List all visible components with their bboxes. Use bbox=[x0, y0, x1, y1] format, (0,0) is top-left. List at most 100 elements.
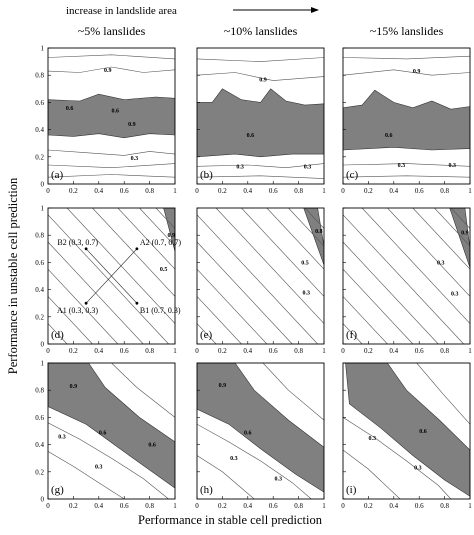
contour-label: 0.3 bbox=[451, 292, 459, 298]
trend-label: increase in landslide area bbox=[66, 5, 177, 17]
contour-line bbox=[343, 417, 452, 499]
data-point bbox=[84, 247, 88, 251]
y-tick-label: 0.6 bbox=[35, 259, 44, 267]
x-tick-label: 0.6 bbox=[415, 502, 424, 510]
contour-line bbox=[343, 69, 470, 76]
x-tick-label: 0 bbox=[195, 187, 199, 195]
contour-line bbox=[48, 163, 175, 169]
panel-letter: (d) bbox=[51, 329, 64, 341]
contour-line bbox=[197, 175, 324, 179]
x-tick-label: 0.8 bbox=[294, 502, 303, 510]
contour-label: 0.3 bbox=[448, 163, 456, 169]
plot-frame bbox=[47, 47, 176, 185]
contour-label: 0.6 bbox=[419, 429, 427, 435]
contour-line bbox=[48, 451, 125, 499]
y-tick-label: 0 bbox=[41, 496, 45, 504]
contour-line bbox=[343, 449, 401, 499]
x-tick-label: 0 bbox=[46, 502, 50, 510]
x-tick-label: 0 bbox=[341, 502, 345, 510]
shaded-contour-region bbox=[343, 89, 470, 151]
contour-line bbox=[197, 214, 318, 344]
plot-frame bbox=[47, 362, 176, 500]
contour-line bbox=[48, 174, 175, 178]
x-tick-label: 0.2 bbox=[364, 347, 373, 355]
contour-line bbox=[412, 208, 470, 270]
contour-label: 0.6 bbox=[244, 430, 252, 436]
x-tick-label: 0.4 bbox=[94, 347, 103, 355]
contour-label: 0.3 bbox=[95, 464, 103, 470]
contour-line bbox=[343, 268, 414, 344]
contour-field: 0.9 0.6 0.6 0.9 0.3 bbox=[48, 54, 175, 178]
x-tick-label: 0.2 bbox=[364, 502, 373, 510]
contour-line bbox=[197, 163, 324, 169]
data-point bbox=[84, 301, 88, 305]
contour-label: 0.3 bbox=[414, 466, 422, 472]
panel-letter: (h) bbox=[200, 484, 213, 496]
contour-label: 0.3 bbox=[236, 164, 244, 170]
x-tick-label: 0.8 bbox=[145, 347, 154, 355]
contour-panel: 0.9 0.5 A1 (0.3, 0.3) B1 (0.7, 0.3) B2 (0.3,… bbox=[35, 205, 181, 356]
column-title: ~10% lanslides bbox=[224, 24, 298, 38]
contour-line bbox=[343, 323, 363, 344]
contour-label: 0.9 bbox=[259, 77, 267, 83]
x-tick-label: 0.6 bbox=[269, 187, 278, 195]
contour-line bbox=[48, 422, 169, 499]
contour-line bbox=[241, 208, 324, 297]
contour-label: 0.9 bbox=[128, 122, 136, 128]
contour-label: 0.3 bbox=[275, 477, 283, 483]
x-tick-label: 1 bbox=[322, 347, 326, 355]
x-tick-label: 0.2 bbox=[364, 187, 373, 195]
x-tick-label: 0 bbox=[46, 187, 50, 195]
contour-label: 0.9 bbox=[219, 383, 227, 389]
panel-letter: (c) bbox=[346, 169, 359, 181]
contour-line bbox=[117, 208, 175, 270]
contour-line bbox=[139, 208, 175, 247]
shaded-contour-region bbox=[197, 363, 324, 493]
x-tick-label: 0.8 bbox=[294, 347, 303, 355]
x-tick-label: 1 bbox=[468, 347, 472, 355]
contour-line bbox=[48, 296, 93, 344]
x-tick-label: 0.4 bbox=[94, 502, 103, 510]
contour-line bbox=[361, 208, 470, 324]
contour-line bbox=[197, 268, 268, 344]
shaded-contour-region bbox=[449, 208, 470, 268]
column-title: ~15% lanslides bbox=[370, 24, 444, 38]
plot-frame bbox=[196, 47, 325, 185]
panel-letter: (b) bbox=[200, 169, 213, 181]
contour-line bbox=[266, 208, 324, 270]
x-tick-label: 1 bbox=[173, 502, 177, 510]
y-tick-label: 0.8 bbox=[35, 232, 44, 240]
x-tick-label: 0.6 bbox=[269, 502, 278, 510]
y-tick-label: 0.8 bbox=[35, 387, 44, 395]
contour-label: 0.3 bbox=[58, 434, 66, 440]
contour-label: 0.5 bbox=[301, 260, 309, 266]
y-tick-label: 1 bbox=[41, 360, 45, 368]
plot-frame bbox=[196, 207, 325, 345]
contour-line bbox=[111, 363, 175, 418]
plot-frame bbox=[196, 362, 325, 500]
contour-line bbox=[48, 66, 175, 73]
x-tick-label: 0.2 bbox=[218, 187, 227, 195]
contour-label: 0.3 bbox=[131, 156, 139, 162]
contour-label: 0.6 bbox=[99, 430, 107, 436]
plot-frame bbox=[342, 207, 471, 345]
contour-line bbox=[343, 175, 470, 178]
contour-panel: 0.90.6 0.60.90.300.20.40.60.810 0.2 0.4 0.6 0… bbox=[35, 24, 177, 195]
x-axis-title: Performance in stable cell prediction bbox=[138, 513, 323, 527]
contour-label: 0.3 bbox=[398, 163, 406, 169]
x-tick-label: 0.2 bbox=[218, 502, 227, 510]
contour-line bbox=[197, 323, 217, 344]
y-tick-label: 0.2 bbox=[35, 153, 44, 161]
contour-line bbox=[197, 57, 324, 62]
contour-line bbox=[343, 214, 464, 344]
panel-letter: (g) bbox=[51, 484, 64, 496]
contour-line bbox=[434, 208, 470, 247]
contour-line bbox=[197, 72, 324, 81]
column-title: ~5% lanslides bbox=[78, 24, 146, 38]
contour-label: 0.3 bbox=[302, 290, 310, 296]
contour-line bbox=[416, 363, 470, 425]
contour-line bbox=[197, 296, 242, 344]
x-tick-label: 0.6 bbox=[120, 187, 129, 195]
y-tick-label: 0 bbox=[41, 181, 45, 189]
